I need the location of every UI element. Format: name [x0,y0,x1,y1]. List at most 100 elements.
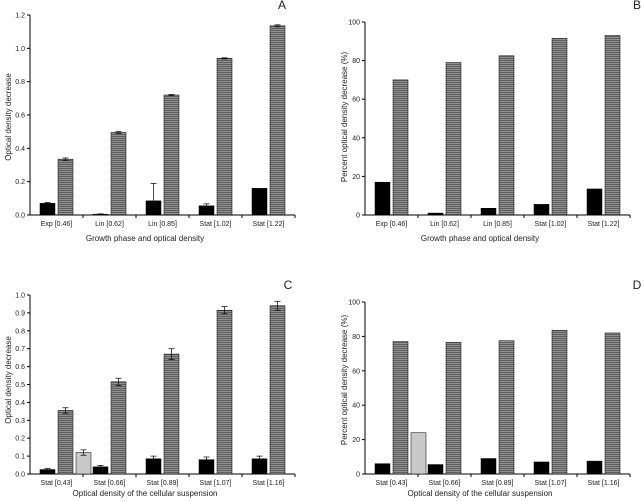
panel-d-bar [445,342,462,475]
panel-a-bar [269,25,286,216]
panel-b-y-tick-label: 40 [352,135,360,142]
panel-a-y-tick-label: 1.2 [15,13,25,20]
panel-b-bar [533,204,550,216]
panel-c-bar [163,353,180,475]
panel-c-y-tick-label: 0.7 [15,346,25,353]
panel-c-bar [269,305,286,475]
panel-c-x-tick-label: Stat [0.89] [147,480,179,487]
panel-d-y-tick-label: 40 [352,403,360,410]
panel-a-bar [110,132,127,216]
panel-c-ylabel: Optical density decrease [4,336,13,424]
panel-d-y-tick-label: 60 [352,368,360,375]
panel-b-x-tick-label: Exp [0.46] [376,221,408,228]
panel-c-letter: C [284,278,293,292]
panel-a-bar [57,158,74,216]
panel-a-bar [163,94,180,216]
panel-d: D 0 20 40 60 80 100 Stat [0.43] Stat [0.66] Stat… [340,278,642,498]
panel-c-y-tick-label: 0.3 [15,418,25,425]
panel-a-x-tick-label: Exp [0.46] [41,221,73,228]
panel-d-y-tick-label: 20 [352,437,360,444]
panel-d-x-tick-label: Stat [1.16] [588,480,620,487]
panel-d-bar [586,460,603,475]
panel-a-bar [216,58,233,216]
panel-c-y-tick-label: 0.4 [15,400,25,407]
panel-b-bar [445,62,462,216]
panel-b-y-tick-label: 0 [356,213,360,220]
panel-b-x-tick-label: Lin [0.62] [430,221,459,228]
panel-a-y-tick-label: 0.6 [15,113,25,120]
panel-c-y-tick-label: 0.1 [15,454,25,461]
panel-b-x-tick-label: Lin [0.85] [483,221,512,228]
panel-c-y-tick-label: 0.6 [15,364,25,371]
panel-a-x-tick-label: Stat [1.22] [253,221,285,228]
panel-b-bar [374,181,391,216]
panel-c-y-tick-label: 0.5 [15,382,25,389]
panel-d-bar [498,340,515,475]
panel-d-y-tick-label: 100 [348,300,360,307]
panel-c-x-tick-label: Stat [0.66] [94,480,126,487]
panel-c-xlabel: Optical density of the cellular suspensi… [73,489,218,498]
panel-a-xlabel: Growth phase and optical density [86,234,204,243]
panel-b-y-tick-label: 100 [348,20,360,27]
panel-c-bar [75,452,92,475]
panel-c-bar [110,381,127,475]
panel-b-y-tick-label: 20 [352,174,360,181]
panel-b-bar [498,55,515,216]
panel-b-bar [551,38,568,216]
panel-c-y-tick-label: 0.8 [15,328,25,335]
panel-b-bar [427,212,444,216]
panel-a-y-tick-label: 0.0 [15,213,25,220]
panel-d-x-tick-label: Stat [0.43] [376,480,408,487]
panel-d-y-tick-label: 80 [352,334,360,341]
panel-d-bar [410,432,427,475]
panel-c-x-tick-label: Stat [0.43] [41,480,73,487]
panel-d-ylabel: Percent optical density decrease (%) [340,315,349,446]
panel-b-y-tick-label: 60 [352,97,360,104]
panel-a: A 0.0 0.2 0.4 0.6 0.8 1.0 1.2 Exp [0.46] Lin [0.… [4,0,296,243]
panel-b-y-tick-label: 80 [352,58,360,65]
panel-c-y-tick-label: 0.2 [15,436,25,443]
panel-c-y-tick-label: 1.0 [15,293,25,300]
panel-b-ylabel: Percent optical density decrease (%) [340,52,349,183]
panel-d-x-tick-label: Stat [0.89] [482,480,514,487]
panel-d-bar [604,332,621,475]
panel-a-bar [39,203,56,216]
panel-b-xlabel: Growth phase and optical density [421,234,539,243]
panel-a-y-tick-label: 0.8 [15,79,25,86]
panel-a-x-tick-label: Lin [0.62] [95,221,124,228]
panel-d-bar [392,341,409,475]
panel-a-bar [251,188,268,216]
panel-c-bar [216,309,233,475]
panel-d-bar [427,464,444,475]
panel-d-x-tick-label: Stat [1.07] [535,480,567,487]
panel-b-x-tick-label: Stat [1.02] [535,221,567,228]
panel-a-y-tick-label: 1.0 [15,46,25,53]
panel-d-bar [374,463,391,475]
panel-d-letter: D [633,278,642,292]
panel-d-bar [533,461,550,475]
panel-c-x-tick-label: Stat [1.16] [253,480,285,487]
panel-a-x-tick-label: Stat [1.02] [200,221,232,228]
panel-c-bar [57,410,74,475]
panel-c-y-tick-label: 0.9 [15,310,25,317]
panel-a-y-tick-label: 0.4 [15,146,25,153]
panel-b-bar [586,188,603,216]
panel-d-x-tick-label: Stat [0.66] [429,480,461,487]
panel-d-xlabel: Optical density of the cellular suspensi… [408,489,553,498]
panel-a-letter: A [278,0,286,12]
panel-c-y-tick-label: 0.0 [15,472,25,479]
panel-c-x-tick-label: Stat [1.07] [200,480,232,487]
panel-d-bar [480,458,497,475]
panel-b-x-tick-label: Stat [1.22] [588,221,620,228]
panel-d-y-tick-label: 0 [356,472,360,479]
panel-c: C 0.0 0.1 0.2 0.3 0.4 0.5 0.6 0.7 0.8 0.9 1.0 Stat … [4,278,296,498]
panel-d-bar [551,330,568,475]
panel-b-bar [604,35,621,216]
panel-b-bar [480,207,497,216]
panel-b: B 0 20 40 60 80 100 Exp [0.46] Lin [0.62] Lin [0… [340,0,641,243]
panel-b-bar [392,79,409,216]
panel-a-y-tick-label: 0.2 [15,179,25,186]
panel-a-x-tick-label: Lin [0.85] [148,221,177,228]
panel-a-ylabel: Optical density decrease [4,73,13,161]
